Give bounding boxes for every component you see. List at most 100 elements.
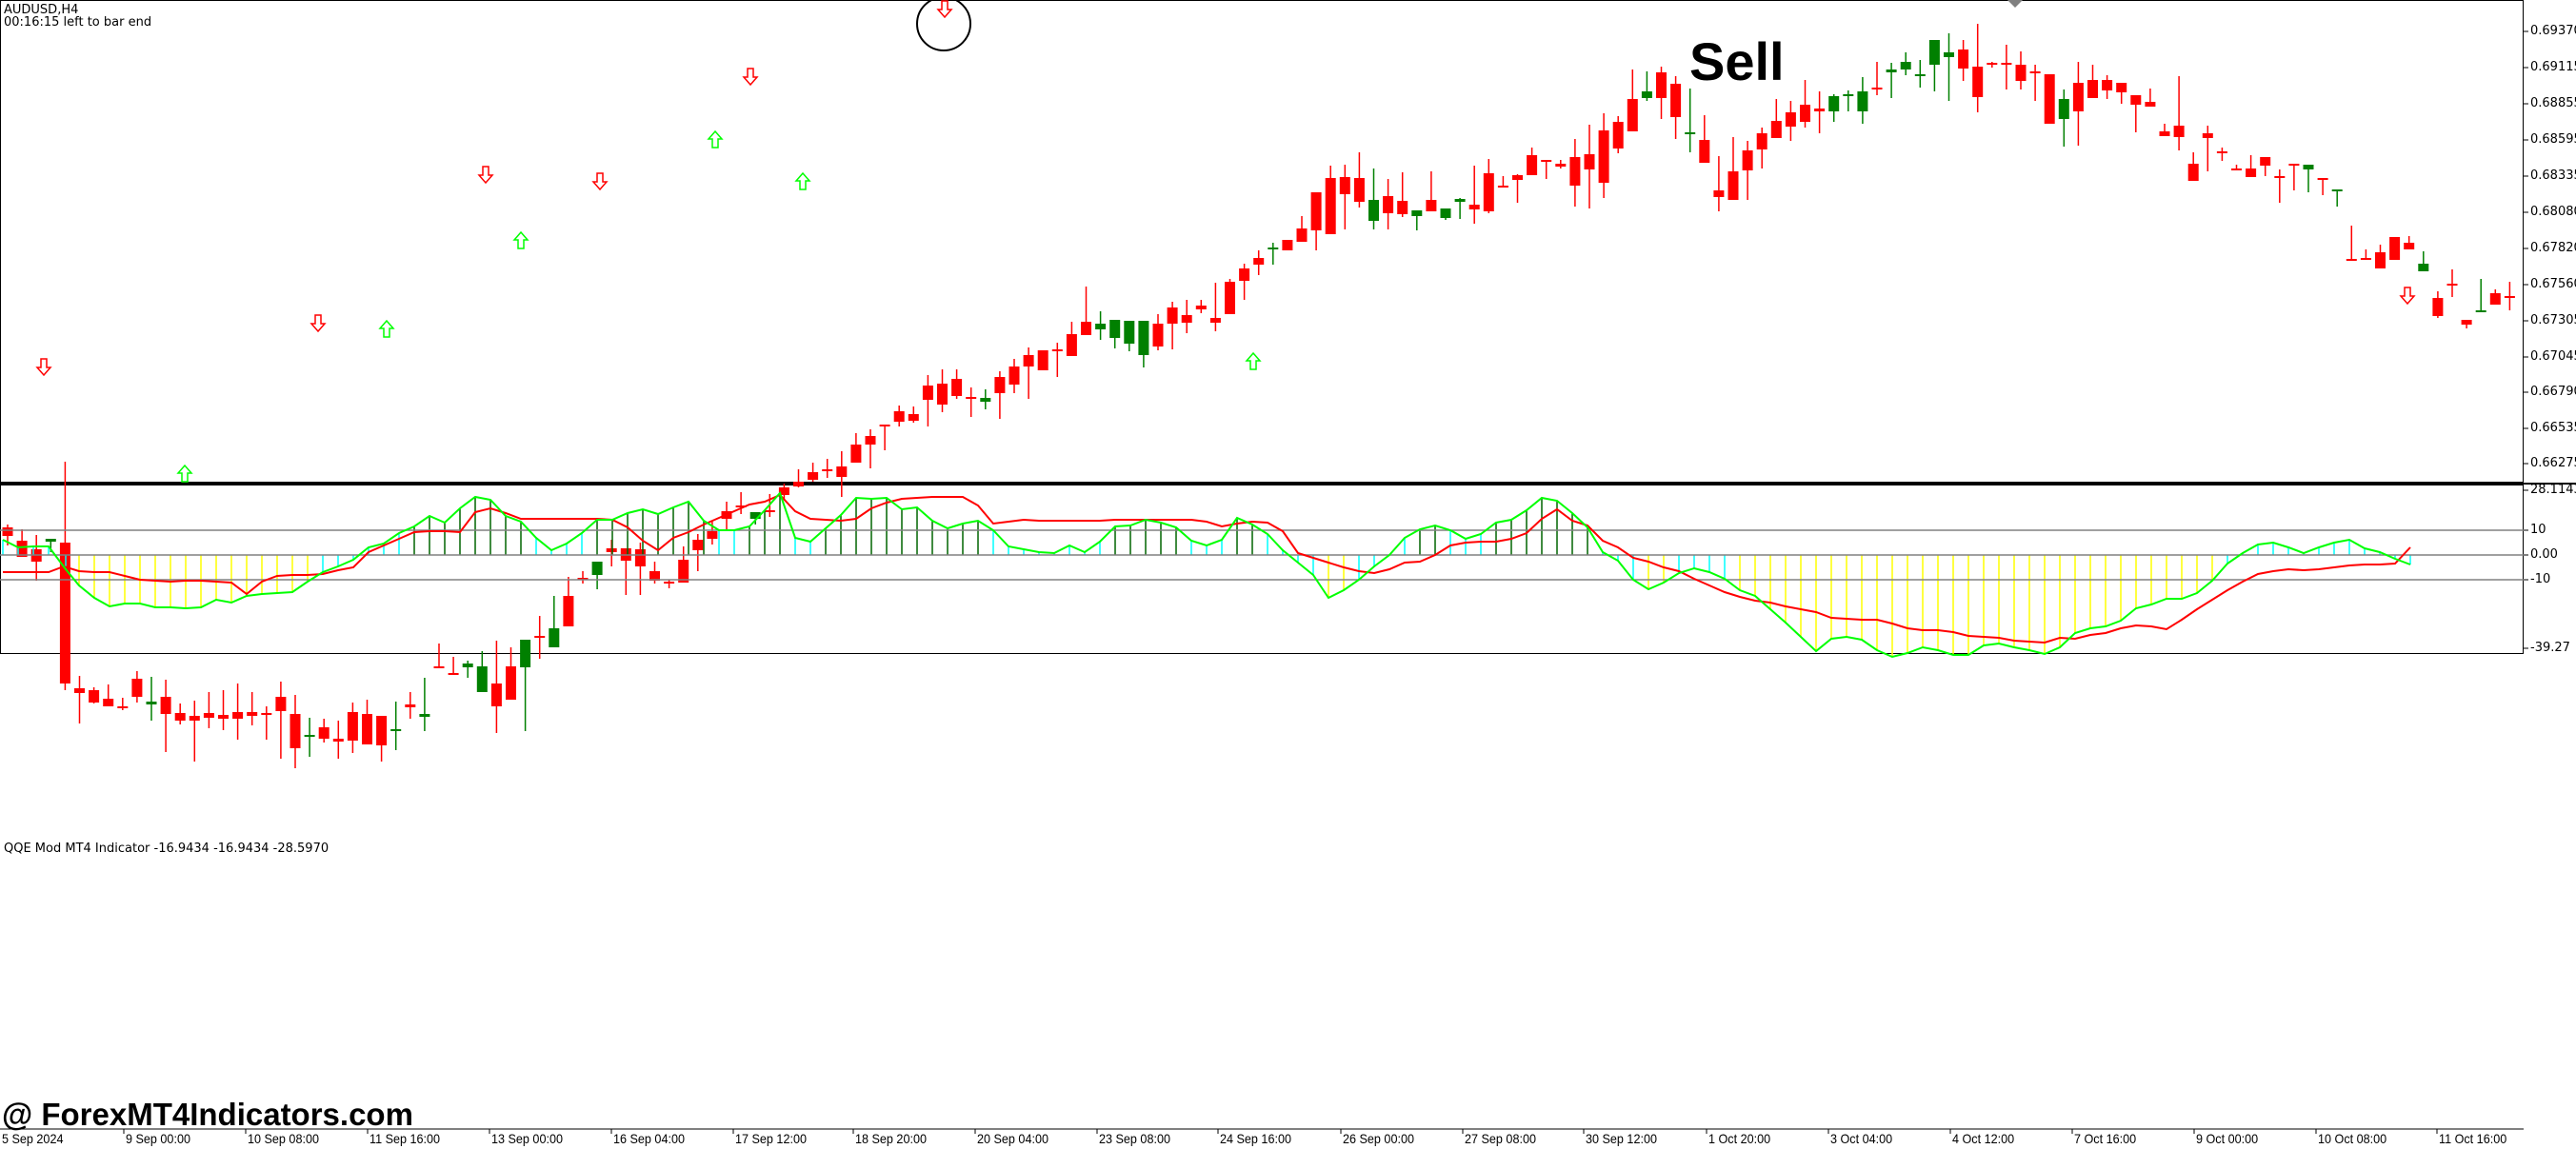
bear-candle: [1225, 282, 1235, 314]
bear-candle: [1468, 205, 1480, 209]
bear-candle: [2187, 164, 2199, 181]
indicator-axis-label: 28.1143: [2530, 483, 2576, 497]
bear-candle: [2461, 320, 2472, 325]
bull-candle: [476, 666, 488, 692]
time-axis-label: 4 Oct 12:00: [1952, 1131, 2015, 1146]
price-axis-label: 0.66535: [2530, 421, 2576, 435]
buy-arrow-icon: [512, 230, 529, 249]
main-chart-border: [0, 0, 2524, 483]
bear-candle: [362, 714, 372, 744]
bear-candle: [376, 716, 388, 745]
price-axis-label: 0.67305: [2530, 313, 2576, 327]
bear-candle: [1023, 355, 1034, 366]
bear-candle: [318, 727, 329, 739]
price-axis-label: 0.68855: [2530, 96, 2576, 110]
bear-candle: [1497, 186, 1508, 188]
bull-candle: [1641, 91, 1652, 98]
sell-arrow-icon: [477, 166, 494, 185]
bear-candle: [1181, 315, 1192, 323]
bear-candle: [1282, 240, 1293, 250]
indicator-axis-label: 0.00: [2530, 547, 2558, 562]
bear-candle: [2432, 298, 2444, 316]
bull-candle: [1109, 320, 1121, 338]
bear-candle: [692, 540, 704, 550]
sell-arrow-icon: [2399, 287, 2416, 306]
bear-candle: [1785, 112, 1796, 127]
bear-candle: [1353, 178, 1365, 202]
bear-candle: [1310, 192, 1322, 230]
bear-candle: [2231, 168, 2242, 170]
bear-candle: [1325, 178, 1336, 234]
indicator-window-border: [0, 485, 2524, 654]
buy-arrow-icon: [707, 129, 724, 149]
bear-candle: [16, 541, 28, 557]
bear-candle: [2216, 151, 2227, 153]
bull-candle: [1124, 321, 1135, 344]
bear-candle: [951, 379, 963, 396]
symbol-timeframe-label: AUDUSD,H4: [4, 3, 79, 17]
time-axis-label: 17 Sep 12:00: [735, 1131, 807, 1146]
bear-candle: [1987, 63, 1998, 65]
bear-candle: [879, 425, 890, 426]
chart-shift-marker-icon: [2007, 0, 2023, 8]
bear-candle: [1426, 200, 1437, 211]
bear-candle: [160, 697, 171, 714]
bear-candle: [117, 706, 129, 708]
bull-candle: [2058, 99, 2069, 119]
time-axis-label: 23 Sep 08:00: [1099, 1131, 1170, 1146]
bull-candle: [749, 512, 761, 519]
bear-candle: [2489, 293, 2501, 305]
bear-candle: [2317, 178, 2328, 180]
bear-candle: [203, 713, 214, 718]
sell-annotation-label: Sell: [1689, 31, 1785, 91]
buy-arrow-icon: [794, 171, 811, 190]
bear-candle: [534, 636, 546, 638]
bear-candle: [1800, 105, 1810, 122]
bear-candle: [1037, 350, 1048, 370]
buy-arrow-icon: [176, 464, 193, 483]
bull-candle: [146, 702, 157, 704]
bear-candle: [822, 469, 833, 471]
bear-candle: [2404, 243, 2415, 249]
bear-candle: [2389, 237, 2401, 260]
bear-candle: [1195, 306, 1207, 309]
bear-candle: [2072, 83, 2084, 111]
bear-candle: [59, 543, 70, 683]
bull-candle: [1685, 132, 1696, 134]
sell-highlight-circle: [916, 0, 971, 51]
bear-candle: [2360, 258, 2371, 260]
bear-candle: [1670, 84, 1682, 117]
bear-candle: [490, 683, 502, 706]
bull-candle: [591, 562, 603, 575]
bear-candle: [2246, 168, 2257, 177]
bear-candle: [649, 571, 660, 581]
time-axis-label: 1 Oct 20:00: [1708, 1131, 1771, 1146]
bear-candle: [606, 548, 617, 552]
time-axis-label: 13 Sep 00:00: [491, 1131, 563, 1146]
bear-candle: [1239, 268, 1250, 281]
bull-candle: [2418, 264, 2429, 271]
bull-candle: [980, 398, 991, 402]
bear-candle: [1339, 177, 1350, 194]
time-axis-label: 18 Sep 20:00: [855, 1131, 927, 1146]
bear-candle: [634, 549, 646, 566]
indicator-axis-label: -39.27: [2530, 641, 2570, 655]
signal-line: [3, 493, 2411, 644]
bear-candle: [2044, 74, 2055, 124]
qqe-line: [2, 491, 2411, 659]
bear-candle: [506, 666, 516, 700]
bear-candle: [1727, 171, 1739, 200]
bear-candle: [2446, 284, 2458, 286]
bull-candle: [1411, 210, 1423, 216]
bear-candle: [735, 505, 747, 507]
bull-candle: [1857, 91, 1868, 111]
bear-candle: [664, 582, 675, 584]
bear-candle: [1569, 157, 1581, 186]
bull-candle: [462, 664, 473, 667]
bull-candle: [45, 539, 56, 542]
price-axis-label: 0.69115: [2530, 60, 2576, 74]
bear-candle: [2173, 126, 2185, 137]
